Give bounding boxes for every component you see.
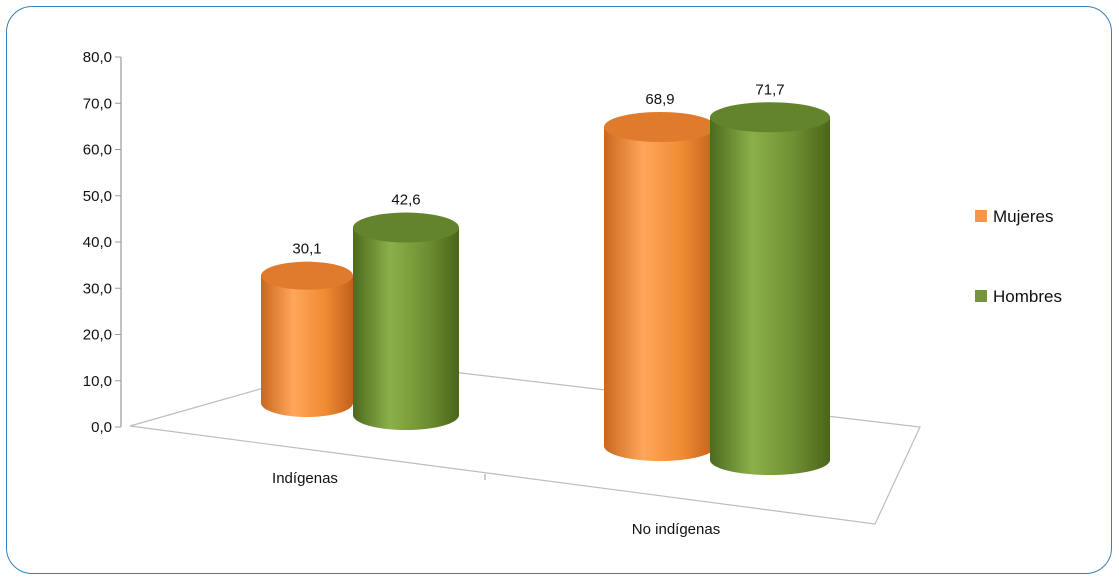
bar-hombres-indigenas — [353, 212, 459, 430]
bar-hombres-indigenas-top — [353, 212, 459, 243]
chart-frame — [6, 6, 1112, 574]
y-tick-label: 60,0 — [83, 142, 112, 159]
data-label-hombres-1: 71,7 — [755, 81, 784, 98]
y-tick-label: 0,0 — [91, 419, 112, 436]
data-labels: 30,1 42,6 68,9 71,7 — [292, 81, 784, 257]
bar-mujeres-indigenas-top — [261, 261, 353, 290]
y-tick-label: 30,0 — [83, 280, 112, 297]
bars — [261, 102, 830, 476]
legend-item-mujeres: Mujeres — [975, 207, 1053, 226]
y-ticks: 0,0 10,0 20,0 30,0 40,0 50,0 60,0 70,0 80,0 — [83, 49, 121, 436]
bar-mujeres-indigenas-body — [261, 275, 353, 417]
category-label-0: Indígenas — [272, 470, 338, 487]
category-label-1: No indígenas — [632, 521, 720, 538]
y-tick-label: 80,0 — [83, 49, 112, 66]
bar-hombres-no-indigenas-top — [710, 102, 830, 133]
category-labels: Indígenas No indígenas — [272, 470, 720, 538]
y-tick-label: 40,0 — [83, 234, 112, 251]
y-tick-label: 20,0 — [83, 327, 112, 344]
bar-hombres-no-indigenas — [710, 102, 830, 476]
y-tick-label: 70,0 — [83, 95, 112, 112]
y-tick-label: 10,0 — [83, 373, 112, 390]
bar-hombres-no-indigenas-body — [710, 117, 830, 476]
legend-item-hombres: Hombres — [975, 287, 1062, 306]
y-tick-label: 50,0 — [83, 188, 112, 205]
bar-mujeres-no-indigenas-body — [604, 126, 716, 462]
data-label-mujeres-0: 30,1 — [292, 241, 321, 258]
legend: Mujeres Hombres — [975, 207, 1062, 306]
legend-swatch-hombres — [975, 290, 987, 302]
legend-swatch-mujeres — [975, 210, 987, 222]
data-label-mujeres-1: 68,9 — [645, 91, 674, 108]
bar-hombres-indigenas-body — [353, 227, 459, 430]
data-label-hombres-0: 42,6 — [391, 192, 420, 209]
bar-mujeres-indigenas — [261, 261, 353, 417]
bar-mujeres-no-indigenas — [604, 111, 716, 462]
legend-label-mujeres: Mujeres — [993, 207, 1053, 226]
legend-label-hombres: Hombres — [993, 287, 1062, 306]
bar-mujeres-no-indigenas-top — [604, 111, 716, 142]
